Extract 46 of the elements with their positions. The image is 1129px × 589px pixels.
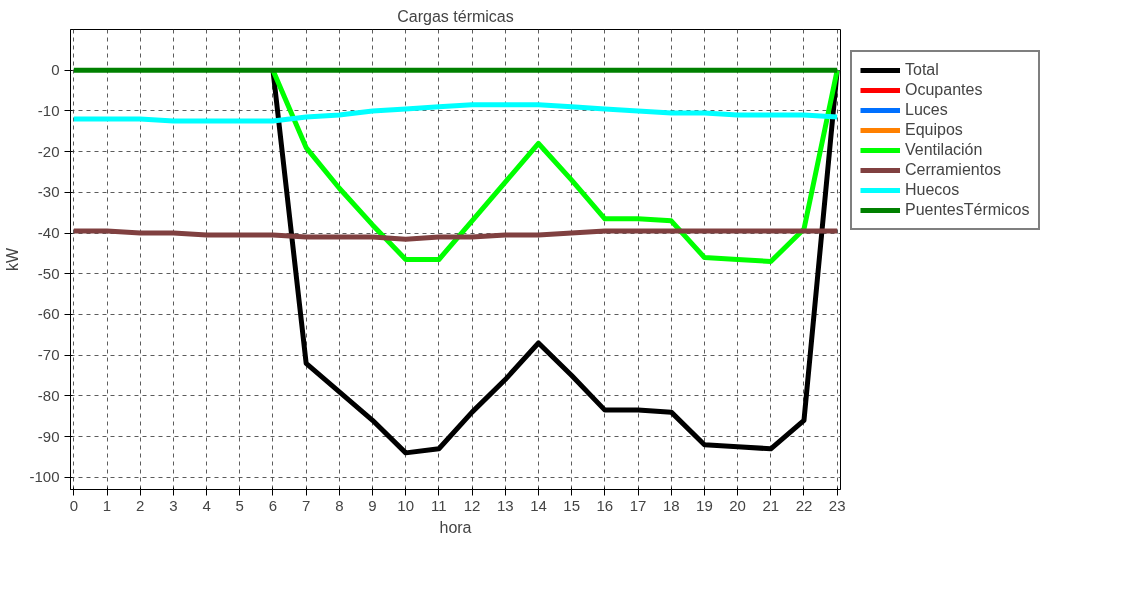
y-tick-label: -90	[37, 427, 60, 445]
y-tick-label: -100	[29, 468, 60, 486]
x-tick-label: 5	[235, 496, 244, 514]
y-tick-label: -60	[37, 305, 60, 323]
y-tick-label: -50	[37, 264, 60, 282]
legend-label: Total	[905, 61, 939, 79]
x-tick-label: 20	[729, 496, 746, 514]
y-tick-label: 0	[51, 61, 60, 79]
x-axis-title: hora	[439, 518, 472, 536]
x-tick-label: 22	[795, 496, 813, 514]
chart-title: Cargas térmicas	[397, 7, 514, 25]
x-tick-label: 8	[335, 496, 344, 514]
x-tick-label: 7	[301, 496, 311, 514]
y-tick-label: -70	[37, 346, 60, 364]
y-tick-label: -20	[37, 142, 60, 160]
x-tick-label: 3	[169, 496, 178, 514]
y-tick-label: -30	[37, 183, 60, 201]
legend-label: Ocupantes	[905, 81, 983, 99]
x-tick-label: 15	[563, 496, 581, 514]
x-tick-label: 18	[662, 496, 680, 514]
x-tick-label: 19	[696, 496, 713, 514]
x-tick-label: 16	[596, 496, 614, 514]
y-tick-label: -80	[37, 386, 60, 404]
y-axis-title: kW	[4, 247, 22, 272]
legend-label: Equipos	[905, 121, 963, 139]
x-tick-label: 1	[102, 496, 112, 514]
y-tick-label: -40	[37, 224, 60, 242]
x-tick-label: 2	[136, 496, 145, 514]
x-tick-label: 12	[463, 496, 481, 514]
x-tick-label: 17	[629, 496, 647, 514]
legend-label: Luces	[905, 101, 948, 119]
x-tick-label: 21	[762, 496, 780, 514]
x-tick-label: 23	[828, 496, 846, 514]
legend-label: Cerramientos	[905, 161, 1002, 179]
x-tick-label: 13	[496, 496, 514, 514]
x-tick-label: 9	[368, 496, 377, 514]
legend-label: Ventilación	[905, 141, 983, 159]
x-tick-label: 4	[202, 496, 211, 514]
x-tick-label: 14	[530, 496, 547, 514]
legend-label: Huecos	[905, 181, 960, 199]
x-tick-label: 11	[431, 496, 447, 514]
legend-label: PuentesTérmicos	[905, 201, 1030, 219]
y-tick-label: -10	[37, 101, 60, 119]
x-tick-label: 6	[268, 496, 278, 514]
x-tick-label: 0	[69, 496, 78, 514]
x-tick-label: 10	[397, 496, 415, 514]
